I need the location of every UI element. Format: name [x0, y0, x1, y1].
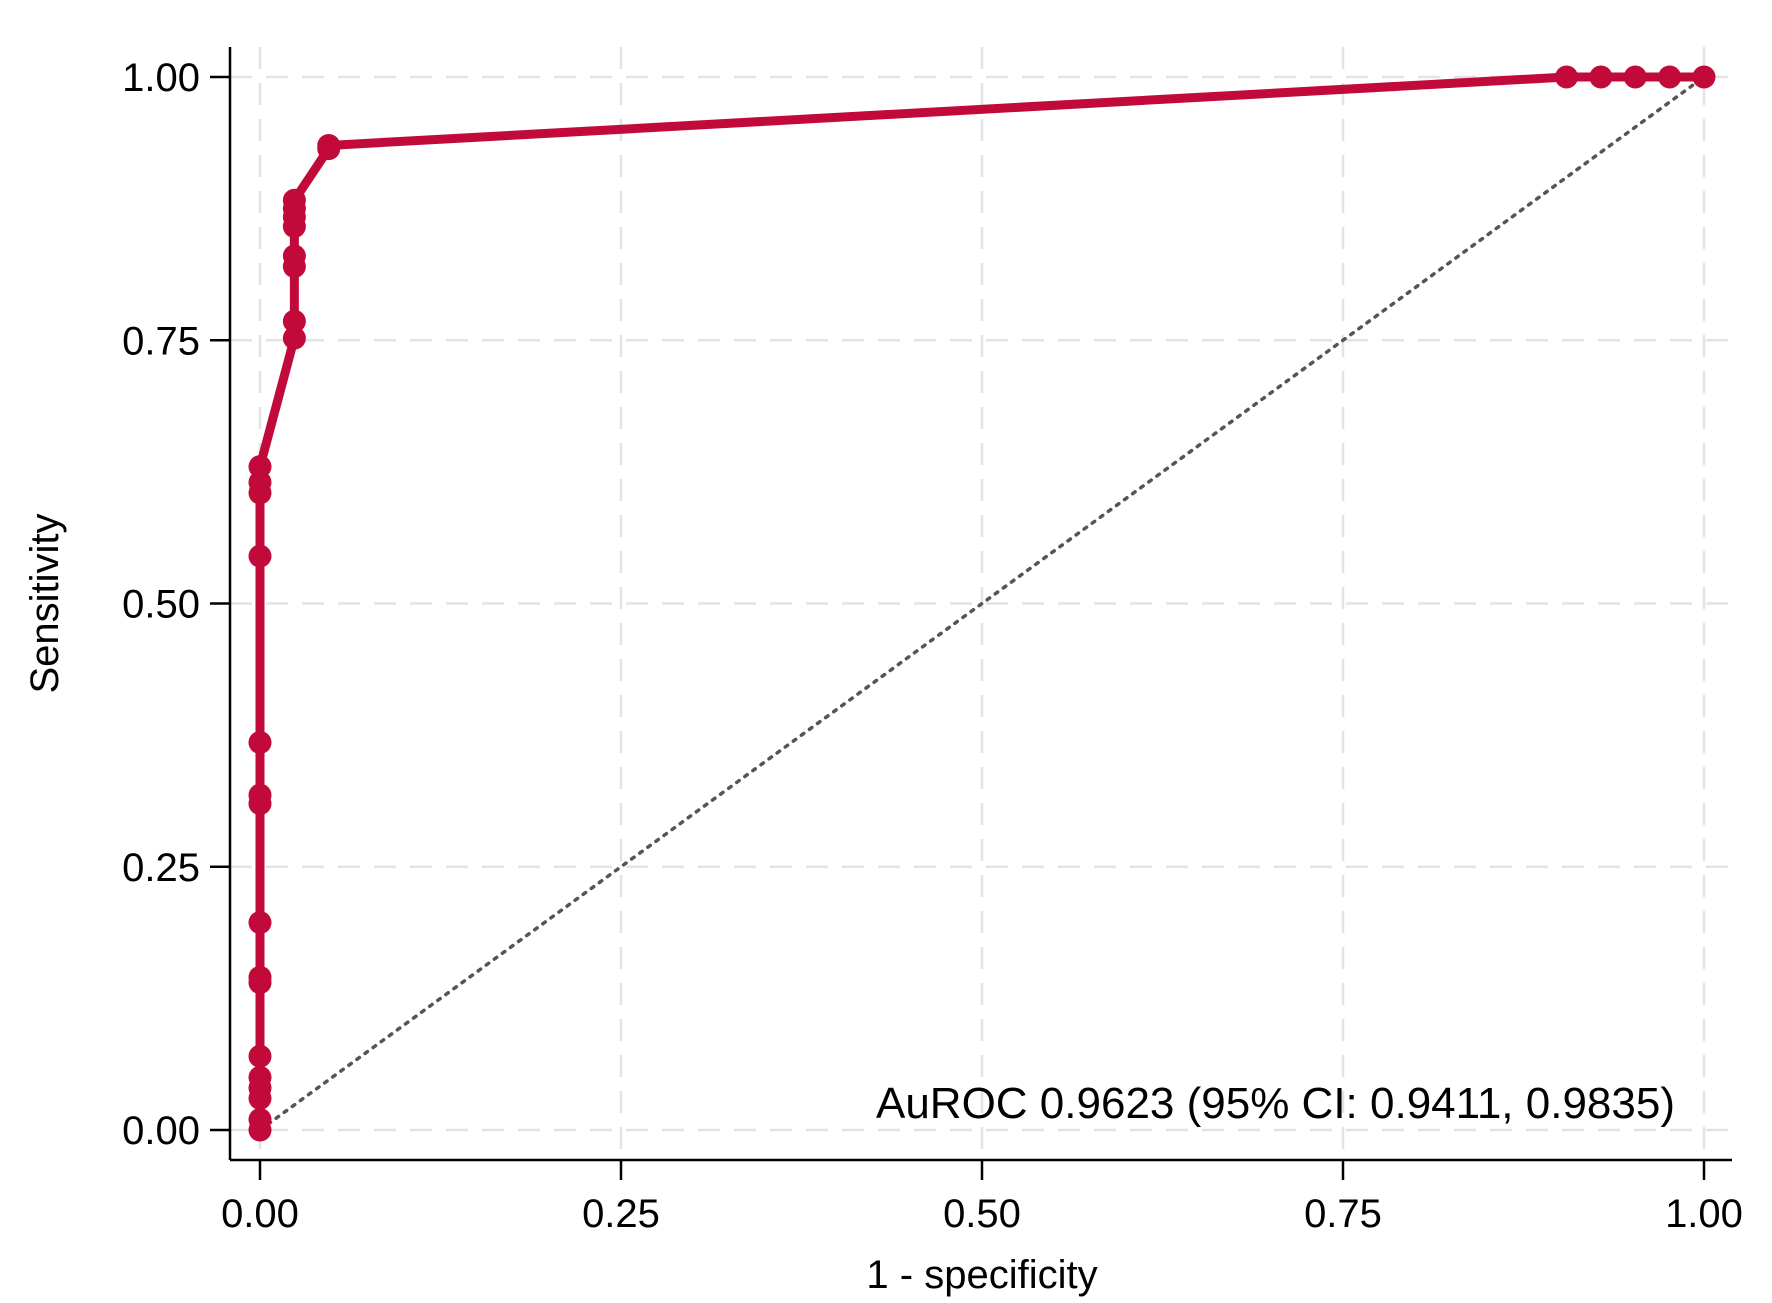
x-tick-label-4: 1.00: [1665, 1192, 1743, 1236]
roc-point-1: [248, 1107, 272, 1131]
y-tick-label-3: 0.75: [122, 319, 200, 363]
ticks: 0.00 0.25 0.50 0.75 1.00 0.00 0.25 0.50 0.75 1.00: [122, 56, 1743, 1236]
roc-point-27: [1589, 65, 1613, 89]
roc-point-25: [317, 133, 341, 157]
y-tick-label-0: 0.00: [122, 1109, 200, 1153]
roc-point-7: [248, 965, 272, 989]
y-tick-label-4: 1.00: [122, 56, 200, 100]
roc-series: [248, 65, 1716, 1142]
roc-point-16: [282, 326, 306, 350]
roc-point-26: [1555, 65, 1579, 89]
roc-point-4: [248, 1065, 272, 1089]
y-axis-title: Sensitivity: [23, 513, 67, 693]
x-axis-title: 1 - specificity: [866, 1253, 1097, 1297]
auroc-annotation: AuROC 0.9623 (95% CI: 0.9411, 0.9835): [876, 1079, 1675, 1128]
x-tick-label-1: 0.25: [582, 1192, 660, 1236]
y-tick-label-1: 0.25: [122, 846, 200, 890]
roc-point-29: [1658, 65, 1682, 89]
roc-point-30: [1692, 65, 1716, 89]
roc-point-11: [248, 730, 272, 754]
roc-point-15: [248, 455, 272, 479]
x-tick-label-2: 0.50: [943, 1192, 1021, 1236]
roc-point-19: [282, 244, 306, 268]
roc-point-12: [248, 544, 272, 568]
x-tick-label-3: 0.75: [1304, 1192, 1382, 1236]
roc-point-23: [282, 188, 306, 212]
roc-point-8: [248, 911, 272, 935]
reference-diagonal: [258, 75, 1706, 1132]
roc-point-14: [248, 470, 272, 494]
roc-point-5: [248, 1044, 272, 1068]
x-tick-label-0: 0.00: [221, 1192, 299, 1236]
reference-line: [258, 75, 1706, 1132]
roc-point-10: [248, 783, 272, 807]
roc-point-28: [1623, 65, 1647, 89]
roc-point-17: [282, 309, 306, 333]
y-tick-label-2: 0.50: [122, 583, 200, 627]
